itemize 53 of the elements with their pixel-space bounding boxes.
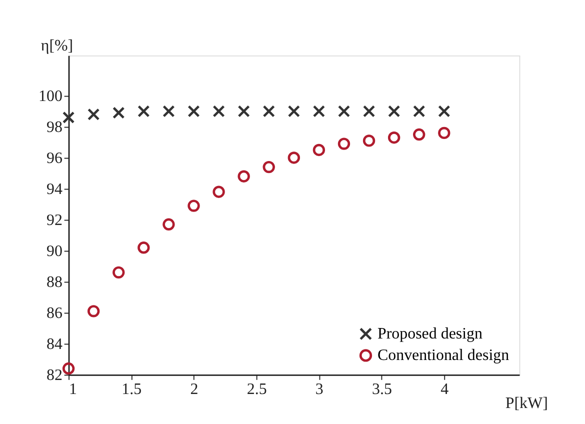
legend-label: Proposed design [377,326,483,343]
point [238,170,250,182]
y-tick-label: 100 [38,88,62,105]
point [413,128,426,141]
y-tick-label: 82 [46,366,62,384]
y-axis-title: η[%] [40,37,74,54]
x-tick-label: 3.5 [372,380,392,398]
point [362,134,376,147]
point [362,105,376,118]
x-tick-label: 3 [315,380,324,398]
point [312,105,326,118]
point [238,105,250,118]
point [188,200,200,212]
x-tick-label: 4 [440,380,449,398]
point [212,105,225,118]
point [262,160,275,174]
x-axis-title: P[kW] [505,395,548,412]
point [162,218,175,230]
point [338,138,350,150]
point [438,105,450,118]
point [413,105,426,118]
y-tick-label: 94 [46,180,62,198]
point [87,108,100,120]
point [87,305,100,318]
point [62,111,75,124]
point [288,152,300,164]
point [188,105,200,118]
point [138,105,150,118]
y-tick-label: 90 [46,242,62,260]
y-tick-label: 92 [46,212,62,229]
point [262,105,275,118]
y-tick-label: 84 [46,336,62,353]
point [438,126,450,140]
x-tick-label: 1 [69,380,78,398]
y-tick-label: 86 [46,304,62,322]
y-tick-label: 96 [46,150,62,167]
y-tick-label: 88 [46,274,62,291]
legend-label: Conventional design [377,347,510,364]
x-tick-label: 2.5 [246,380,267,398]
point [112,266,125,279]
x-tick-label: 2 [190,380,198,398]
point [388,132,400,144]
point [62,362,75,375]
point [312,144,326,156]
point [288,105,300,118]
point [338,105,350,118]
point [388,105,400,118]
point [112,106,125,119]
point [212,186,225,198]
x-tick-label: 1.5 [122,380,142,398]
point [138,242,150,254]
point [162,105,175,118]
y-tick-label: 98 [46,118,62,136]
